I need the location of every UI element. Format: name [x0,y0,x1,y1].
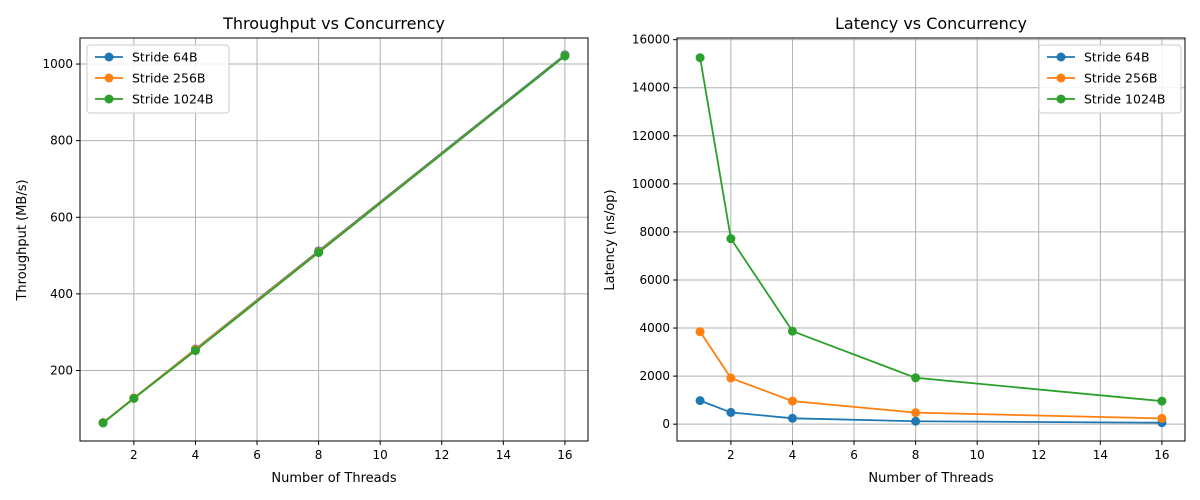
legend-swatch-marker [1056,94,1066,104]
x-axis-label: Number of Threads [868,471,993,486]
plot-frame [79,37,589,442]
data-point [1157,396,1167,406]
x-tick-label: 4 [192,448,200,462]
y-tick-label: 14000 [632,81,670,95]
chart-title: Latency vs Concurrency [835,14,1027,33]
x-tick-label: 2 [727,448,735,462]
data-point [695,396,705,406]
x-tick-label: 6 [253,448,261,462]
data-point [911,416,921,426]
legend-box [1038,44,1182,114]
y-tick-label: 10000 [632,177,670,191]
data-point [726,234,736,244]
data-point [695,327,705,337]
legend: Stride 64B Stride 256B Stride 1024B [86,44,230,114]
x-axis-label: Number of Threads [271,471,396,486]
y-tick-label: 0 [662,417,670,431]
y-tick-label: 6000 [639,273,670,287]
x-tick-label: 14 [1093,448,1108,462]
data-point [787,396,797,406]
legend-label: Stride 64B [132,50,198,65]
x-tick-label: 14 [496,448,511,462]
x-tick-label: 6 [850,448,858,462]
x-tick-label: 12 [434,448,449,462]
throughput-chart: Throughput vs Concurrency Number of Thre… [15,14,589,486]
x-tick-label: 4 [789,448,797,462]
data-point [911,408,921,418]
y-tick-label: 16000 [632,33,670,47]
x-tick-label: 16 [557,448,572,462]
y-axis-label: Throughput (MB/s) [15,179,30,301]
x-tick-label: 10 [373,448,388,462]
y-tick-label: 8000 [639,225,670,239]
x-tick-label: 12 [1031,448,1046,462]
y-tick-label: 4000 [639,321,670,335]
legend-swatch-marker [1056,52,1066,62]
y-tick-label: 400 [50,287,73,301]
series-line [699,331,1162,420]
data-point [560,51,570,61]
x-tick-label: 10 [970,448,985,462]
data-point [314,248,324,258]
y-tick-label: 200 [50,364,73,378]
data-point [726,373,736,383]
legend-label: Stride 256B [1084,71,1157,86]
legend-swatch-marker [1056,73,1066,83]
y-tick-label: 12000 [632,129,670,143]
data-point [726,407,736,417]
y-axis-label: Latency (ns/op) [603,189,618,290]
y-tick-label: 2000 [639,369,670,383]
data-point [787,413,797,423]
data-point [787,326,797,336]
data-point [695,53,705,63]
legend-swatch-marker [104,94,114,104]
latency-chart: Latency vs Concurrency Number of Threads… [603,14,1186,486]
legend-label: Stride 1024B [1084,92,1165,107]
y-tick-label: 1000 [42,57,73,71]
x-tick-label: 8 [315,448,323,462]
data-point [1157,413,1167,423]
series-line [699,399,1162,424]
data-point [129,393,139,403]
legend-swatch-marker [104,73,114,83]
data-point [98,418,108,428]
x-tick-label: 16 [1154,448,1169,462]
x-tick-label: 8 [912,448,920,462]
x-tick-label: 2 [130,448,138,462]
y-tick-label: 800 [50,134,73,148]
legend-swatch-marker [104,52,114,62]
data-point [911,373,921,383]
legend-label: Stride 64B [1084,50,1150,65]
legend-box [86,44,230,114]
chart-title: Throughput vs Concurrency [222,14,445,33]
y-tick-label: 600 [50,210,73,224]
data-point [190,346,200,356]
plot-frame [676,37,1186,442]
legend: Stride 64B Stride 256B Stride 1024B [1038,44,1182,114]
legend-label: Stride 256B [132,71,205,86]
legend-label: Stride 1024B [132,92,213,107]
